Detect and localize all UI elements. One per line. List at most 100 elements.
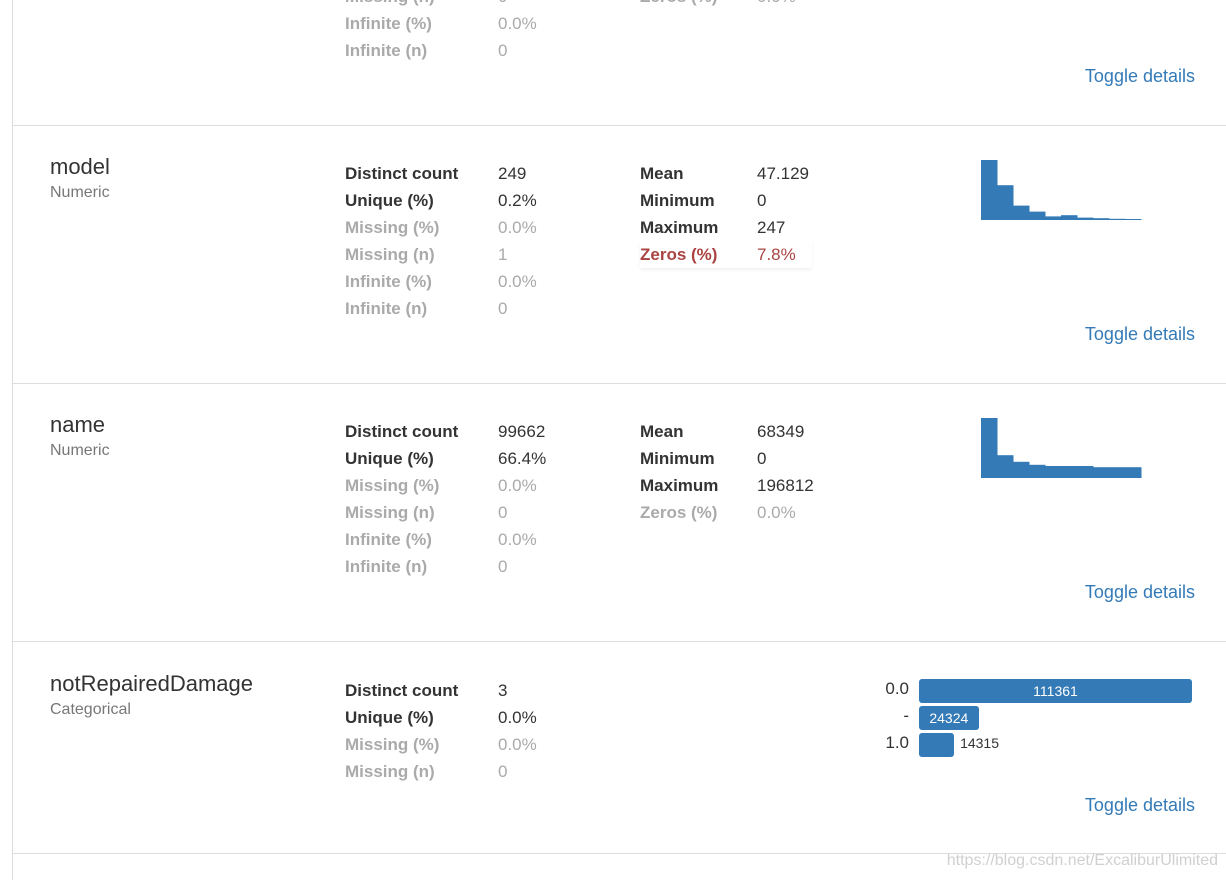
stat-value: 0 [757, 191, 767, 210]
histogram-bar [981, 160, 998, 220]
variable-name: notRepairedDamage [50, 671, 254, 696]
variable-name: name [50, 412, 106, 437]
variable-name: model [50, 154, 110, 179]
stat-value: 0.0% [498, 272, 537, 291]
variable-type: Numeric [50, 184, 110, 201]
stat-label: Maximum [640, 476, 719, 495]
stat-label: Infinite (n) [345, 41, 428, 60]
histogram-bar [997, 455, 1014, 478]
stat-value: 0 [498, 0, 507, 10]
variable-section-previous: Missing (n) 0 Zeros (%) 0.0% Infinite (%… [13, 0, 1226, 126]
stat-label: Missing (n) [345, 762, 435, 781]
stat-label: Missing (%) [345, 735, 440, 754]
histogram-bar [1109, 467, 1126, 478]
toggle-details-link[interactable]: Toggle details [1084, 324, 1195, 344]
stat-value: 247 [757, 218, 786, 237]
histogram-bar [1045, 216, 1062, 220]
stat-value: 0.0% [757, 503, 796, 522]
histogram-bar [1093, 467, 1110, 478]
stat-label: Infinite (%) [345, 14, 432, 33]
stat-value: 0 [757, 449, 767, 468]
variable-section-model: model Numeric Distinct count 249 Unique … [13, 126, 1226, 384]
stat-value: 249 [498, 164, 527, 183]
stat-value: 0 [498, 299, 508, 318]
stat-label: Minimum [640, 449, 715, 468]
category-bar[interactable]: 24324 [919, 706, 979, 730]
histogram-bar [1077, 466, 1094, 478]
stat-label: Zeros (%) [640, 0, 717, 10]
stat-label: Unique (%) [345, 449, 434, 468]
category-bar[interactable]: 111361 [919, 679, 1192, 703]
histogram-bar [1029, 211, 1046, 220]
stat-value: 196812 [757, 476, 814, 495]
stat-label: Minimum [640, 191, 715, 210]
histogram-model[interactable] [981, 160, 1143, 222]
toggle-details-link[interactable]: Toggle details [1084, 582, 1195, 602]
histogram-bar [1045, 466, 1062, 478]
stat-value: 3 [498, 681, 508, 700]
histogram-bar [997, 185, 1014, 220]
stat-value: 0.0% [498, 476, 537, 495]
stat-label: Distinct count [345, 422, 459, 441]
histogram-bar [1013, 205, 1030, 220]
histogram-bar [1125, 219, 1142, 220]
category-count: 111361 [1033, 683, 1078, 699]
stat-label: Mean [640, 164, 684, 183]
toggle-details-link[interactable]: Toggle details [1084, 66, 1195, 86]
watermark: https://blog.csdn.net/ExcaliburUlimited [946, 852, 1218, 869]
stat-label: Missing (%) [345, 218, 440, 237]
stat-value: 0 [498, 503, 508, 522]
stat-value: 0.0% [498, 530, 537, 549]
variable-section-notRepairedDamage: notRepairedDamage Categorical Distinct c… [13, 642, 1226, 854]
histogram-bar [1013, 461, 1030, 478]
histogram-bar [1061, 466, 1078, 478]
stat-value: 0 [498, 762, 508, 781]
stat-label: Distinct count [345, 681, 459, 700]
stat-value: 66.4% [498, 449, 547, 468]
stat-value: 99662 [498, 422, 546, 441]
histogram-bar [1029, 464, 1046, 478]
stat-label: Infinite (n) [345, 557, 428, 576]
histogram-bar [1093, 218, 1110, 220]
stat-value: 47.129 [757, 164, 809, 183]
category-label: 1.0 [885, 733, 909, 752]
stat-label: Infinite (%) [345, 530, 432, 549]
histogram-bar [981, 418, 998, 478]
histogram-bar [1109, 218, 1126, 220]
stat-value: 68349 [757, 422, 805, 441]
stat-value: 0 [498, 41, 508, 60]
stat-value: 7.8% [757, 245, 796, 264]
stat-label: Distinct count [345, 164, 459, 183]
histogram-bar [1061, 215, 1078, 220]
stat-label: Zeros (%) [640, 503, 718, 522]
category-count: 14315 [960, 735, 1000, 751]
histogram-name[interactable] [981, 418, 1143, 480]
stat-value: 0.0% [757, 0, 796, 10]
stat-value: 0.0% [498, 708, 537, 727]
stat-value: 0.0% [498, 735, 537, 754]
stat-value: 0 [498, 557, 508, 576]
stat-label: Missing (n) [345, 0, 435, 10]
category-bar[interactable] [919, 733, 955, 757]
stat-label: Zeros (%) [640, 245, 718, 264]
stat-label: Mean [640, 422, 684, 441]
stat-label: Unique (%) [345, 708, 434, 727]
stat-label: Missing (n) [345, 503, 435, 522]
stat-label: Missing (%) [345, 476, 440, 495]
stat-value: 0.2% [498, 191, 537, 210]
stat-value: 1 [498, 245, 508, 264]
category-label: 0.0 [885, 679, 909, 698]
variable-type: Categorical [50, 701, 131, 718]
stat-label: Missing (n) [345, 245, 435, 264]
stat-label: Infinite (n) [345, 299, 428, 318]
category-label: - [903, 706, 909, 725]
histogram-bar [1125, 467, 1142, 478]
stat-value: 0.0% [498, 218, 537, 237]
variable-type: Numeric [50, 442, 110, 459]
histogram-bar [1077, 217, 1094, 220]
toggle-details-link[interactable]: Toggle details [1084, 795, 1195, 815]
category-count: 24324 [929, 710, 969, 726]
stat-label: Infinite (%) [345, 272, 432, 291]
stat-label: Unique (%) [345, 191, 434, 210]
stat-label: Maximum [640, 218, 719, 237]
